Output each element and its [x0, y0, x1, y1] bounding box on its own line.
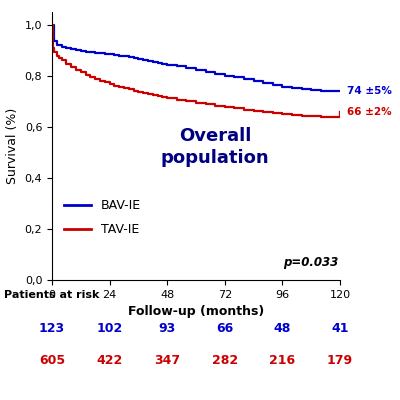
- Legend: BAV-IE, TAV-IE: BAV-IE, TAV-IE: [61, 197, 144, 239]
- Text: 347: 347: [154, 354, 180, 367]
- Text: 216: 216: [269, 354, 296, 367]
- Text: Patients at risk: Patients at risk: [4, 290, 99, 300]
- Text: p=0.033: p=0.033: [284, 256, 339, 269]
- Text: 66 ±2%: 66 ±2%: [347, 106, 392, 116]
- Text: 179: 179: [327, 354, 353, 367]
- Text: 66: 66: [216, 322, 234, 335]
- Y-axis label: Survival (%): Survival (%): [6, 108, 19, 184]
- X-axis label: Follow-up (months): Follow-up (months): [128, 305, 264, 318]
- Text: Overall
population: Overall population: [161, 127, 270, 167]
- Text: 282: 282: [212, 354, 238, 367]
- Text: 605: 605: [39, 354, 65, 367]
- Text: 93: 93: [158, 322, 176, 335]
- Text: 422: 422: [96, 354, 123, 367]
- Text: 48: 48: [274, 322, 291, 335]
- Text: 41: 41: [331, 322, 349, 335]
- Text: 102: 102: [96, 322, 123, 335]
- Text: 74 ±5%: 74 ±5%: [347, 86, 392, 96]
- Text: 123: 123: [39, 322, 65, 335]
